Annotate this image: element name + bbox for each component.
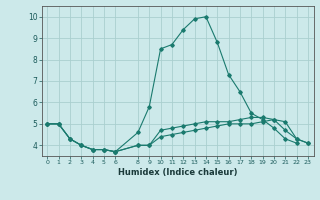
X-axis label: Humidex (Indice chaleur): Humidex (Indice chaleur) (118, 168, 237, 177)
